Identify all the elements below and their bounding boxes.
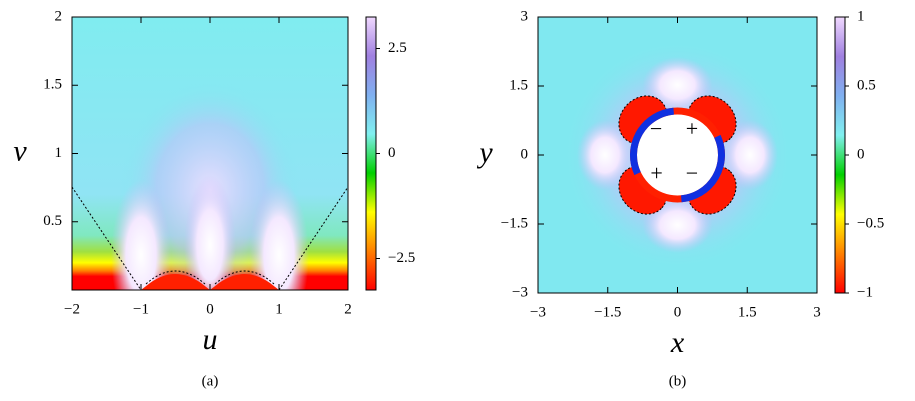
y-tick-label: −3 <box>512 284 528 300</box>
x-tick-label: −1 <box>133 301 149 317</box>
colorbar <box>365 16 377 291</box>
annotation: − <box>650 116 662 141</box>
y-tick-label: 0.5 <box>43 213 62 229</box>
caption: (a) <box>202 373 219 389</box>
x-tick-label: 0 <box>674 304 682 320</box>
field-b <box>538 17 817 293</box>
x-tick-label: 3 <box>813 304 821 320</box>
x-axis-label: u <box>203 323 218 356</box>
x-tick-label: 1 <box>275 301 283 317</box>
colorbar-tick-label: 1 <box>857 8 865 24</box>
annotation: − <box>686 161 698 186</box>
colorbar-tick-label: −0.5 <box>857 215 884 231</box>
x-tick-label: −2 <box>64 301 80 317</box>
colorbar-tick-label: 0.5 <box>857 77 876 93</box>
colorbar-tick-label: −1 <box>857 284 873 300</box>
y-tick-label: 3 <box>521 8 529 24</box>
caption: (b) <box>669 373 687 389</box>
field-a <box>72 17 348 290</box>
annotation: + <box>650 161 662 186</box>
colorbar-tick-label: −2.5 <box>388 250 415 266</box>
colorbar-tick-label: 0 <box>388 145 396 161</box>
y-tick-label: −1.5 <box>501 215 528 231</box>
x-tick-label: 1.5 <box>738 304 757 320</box>
y-tick-label: 2 <box>55 8 63 24</box>
x-axis-label: x <box>670 326 685 359</box>
x-tick-label: 2 <box>344 301 352 317</box>
y-tick-label: 1.5 <box>509 77 528 93</box>
y-tick-label: 1.5 <box>43 77 62 93</box>
x-tick-label: −3 <box>530 304 546 320</box>
y-axis-label: v <box>13 134 27 167</box>
annotation: + <box>686 116 698 141</box>
y-tick-label: 0 <box>521 146 529 162</box>
colorbar <box>834 16 846 294</box>
y-tick-label: 1 <box>55 145 63 161</box>
colorbar-tick-label: 0 <box>857 146 865 162</box>
colorbar-tick-label: 2.5 <box>388 40 407 56</box>
x-tick-label: 0 <box>206 301 214 317</box>
y-axis-label: y <box>476 136 493 169</box>
x-tick-label: −1.5 <box>594 304 621 320</box>
